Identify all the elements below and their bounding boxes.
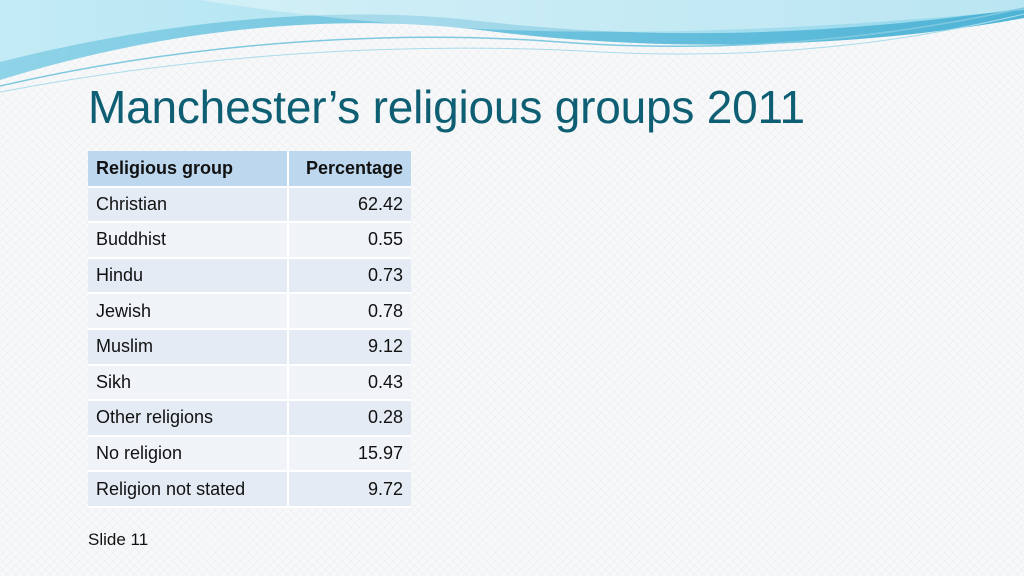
- percentage-cell: 0.73: [288, 257, 411, 295]
- table-row: Buddhist 0.55: [88, 222, 411, 259]
- table-row: Other religions 0.28: [88, 400, 411, 437]
- table-row: Hindu 0.73: [88, 257, 411, 295]
- column-header-percentage: Percentage: [288, 151, 411, 188]
- religious-group-cell: No religion: [88, 435, 289, 473]
- table-header-row: Religious group Percentage: [88, 151, 411, 188]
- religious-group-cell: Sikh: [88, 364, 289, 402]
- table-row: Christian 62.42: [88, 186, 411, 224]
- table-row: Sikh 0.43: [88, 364, 411, 402]
- percentage-cell: 0.55: [288, 222, 411, 259]
- slide-number: Slide 11: [88, 530, 149, 549]
- religious-group-cell: Jewish: [88, 293, 289, 330]
- percentage-cell: 0.78: [288, 293, 411, 330]
- percentage-cell: 0.43: [288, 364, 411, 402]
- table-row: No religion 15.97: [88, 435, 411, 473]
- religious-group-cell: Muslim: [88, 328, 289, 366]
- header-swoosh-decoration: [0, 0, 1024, 93]
- percentage-cell: 15.97: [288, 435, 411, 473]
- percentage-cell: 9.72: [288, 471, 411, 508]
- religious-group-cell: Hindu: [88, 257, 289, 295]
- table-row: Muslim 9.12: [88, 328, 411, 366]
- percentage-cell: 0.28: [288, 400, 411, 437]
- religious-group-cell: Religion not stated: [88, 471, 289, 508]
- religious-group-cell: Buddhist: [88, 222, 289, 259]
- table-row: Religion not stated 9.72: [88, 471, 411, 508]
- religious-group-cell: Other religions: [88, 400, 289, 437]
- percentage-cell: 62.42: [288, 186, 411, 224]
- table-row: Jewish 0.78: [88, 293, 411, 330]
- percentage-cell: 9.12: [288, 328, 411, 366]
- religious-group-cell: Christian: [88, 186, 289, 224]
- religious-groups-table: Religious group Percentage Christian 62.…: [88, 151, 411, 508]
- slide-title: Manchester’s religious groups 2011: [88, 81, 805, 133]
- column-header-religious-group: Religious group: [88, 151, 289, 188]
